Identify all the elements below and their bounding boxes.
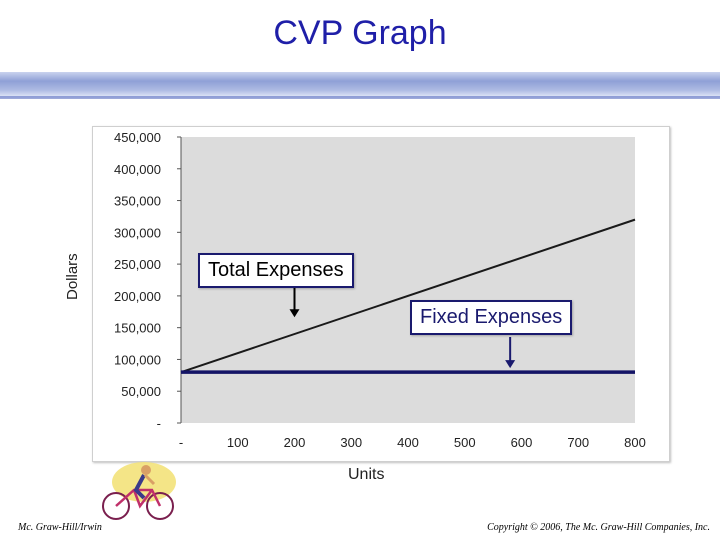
fixed-expenses-callout: Fixed Expenses xyxy=(410,300,573,335)
y-tick-label: 250,000 xyxy=(114,257,161,272)
y-tick-label: 50,000 xyxy=(121,384,161,399)
y-tick-label: 200,000 xyxy=(114,289,161,304)
y-tick-label: 300,000 xyxy=(114,225,161,240)
slide-title: CVP Graph xyxy=(273,14,447,52)
x-tick-label: 100 xyxy=(227,435,249,450)
y-tick-label: - xyxy=(157,416,161,431)
x-tick-label: - xyxy=(179,435,183,450)
x-axis-label: Units xyxy=(348,466,385,483)
x-tick-label: 500 xyxy=(454,435,476,450)
y-tick-label: 450,000 xyxy=(114,130,161,145)
title-underline-bar xyxy=(0,72,720,98)
footer-copyright: Copyright © 2006, The Mc. Graw-Hill Comp… xyxy=(487,522,710,533)
title-underline-rule xyxy=(0,96,720,99)
cvp-chart: - 50,000 100,000 150,000 200,000 250,000 300,0… xyxy=(114,130,646,450)
x-tick-label: 600 xyxy=(511,435,533,450)
y-tick-label: 350,000 xyxy=(114,194,161,209)
cyclist-logo-icon xyxy=(102,462,176,520)
x-tick-label: 200 xyxy=(284,435,306,450)
y-tick-label: 100,000 xyxy=(114,352,161,367)
y-axis-label: Dollars xyxy=(64,253,81,300)
x-tick-label: 800 xyxy=(624,435,646,450)
total-expenses-arrow-head xyxy=(289,309,300,318)
y-tick-label: 400,000 xyxy=(114,162,161,177)
total-expenses-callout: Total Expenses xyxy=(198,253,354,288)
footer-publisher: Mc. Graw-Hill/Irwin xyxy=(18,522,102,533)
y-tick-label: 150,000 xyxy=(114,321,161,336)
series-total-expenses-line xyxy=(180,218,636,374)
chart-frame: - 50,000 100,000 150,000 200,000 250,000 300,0… xyxy=(92,126,670,462)
x-tick-label: 300 xyxy=(340,435,362,450)
x-tick-label: 400 xyxy=(397,435,419,450)
x-tick-label: 700 xyxy=(567,435,589,450)
fixed-expenses-arrow-head xyxy=(505,360,516,369)
